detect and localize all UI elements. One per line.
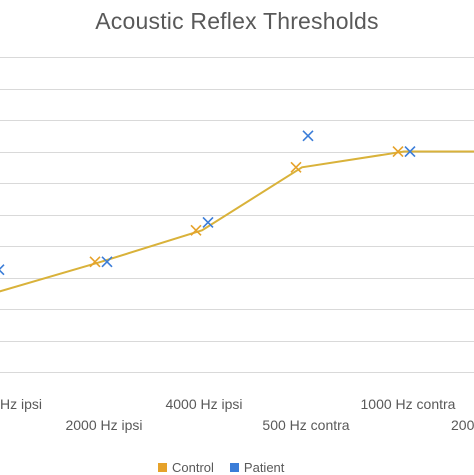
x-tick-label: Hz ipsi <box>0 396 42 412</box>
gridlines <box>0 57 474 373</box>
x-tick-label: 1000 Hz contra <box>361 396 456 412</box>
data-point-patient <box>202 216 214 229</box>
series-line-control <box>0 150 474 293</box>
legend-label-patient: Patient <box>243 460 285 475</box>
legend-swatch-patient <box>229 463 239 472</box>
series-lines <box>0 150 474 293</box>
legend-swatch-control <box>158 463 167 472</box>
data-point-patient <box>302 130 314 142</box>
data-point-patient <box>0 264 5 276</box>
chart-title: Acoustic Reflex Thresholds <box>95 8 379 34</box>
data-point-control <box>190 224 202 236</box>
x-axis-tick-labels: Hz ipsi 2000 Hz ipsi 4000 Hz ipsi 500 Hz co… <box>0 396 474 433</box>
x-tick-label: 200 <box>451 417 474 433</box>
x-tick-label: 2000 Hz ipsi <box>65 417 142 433</box>
x-tick-label: 4000 Hz ipsi <box>165 396 242 412</box>
legend-label-control: Control <box>172 460 214 475</box>
legend: Control Patient <box>158 460 284 475</box>
x-tick-label: 500 Hz contra <box>262 417 349 433</box>
data-point-control <box>392 145 404 158</box>
data-point-patient <box>404 145 416 158</box>
legend-item-patient[interactable]: Patient <box>229 460 285 475</box>
data-point-patient <box>101 256 113 268</box>
data-point-control <box>290 161 302 173</box>
data-point-control <box>89 256 101 268</box>
legend-item-control[interactable]: Control <box>158 460 214 475</box>
series-markers <box>0 130 416 276</box>
